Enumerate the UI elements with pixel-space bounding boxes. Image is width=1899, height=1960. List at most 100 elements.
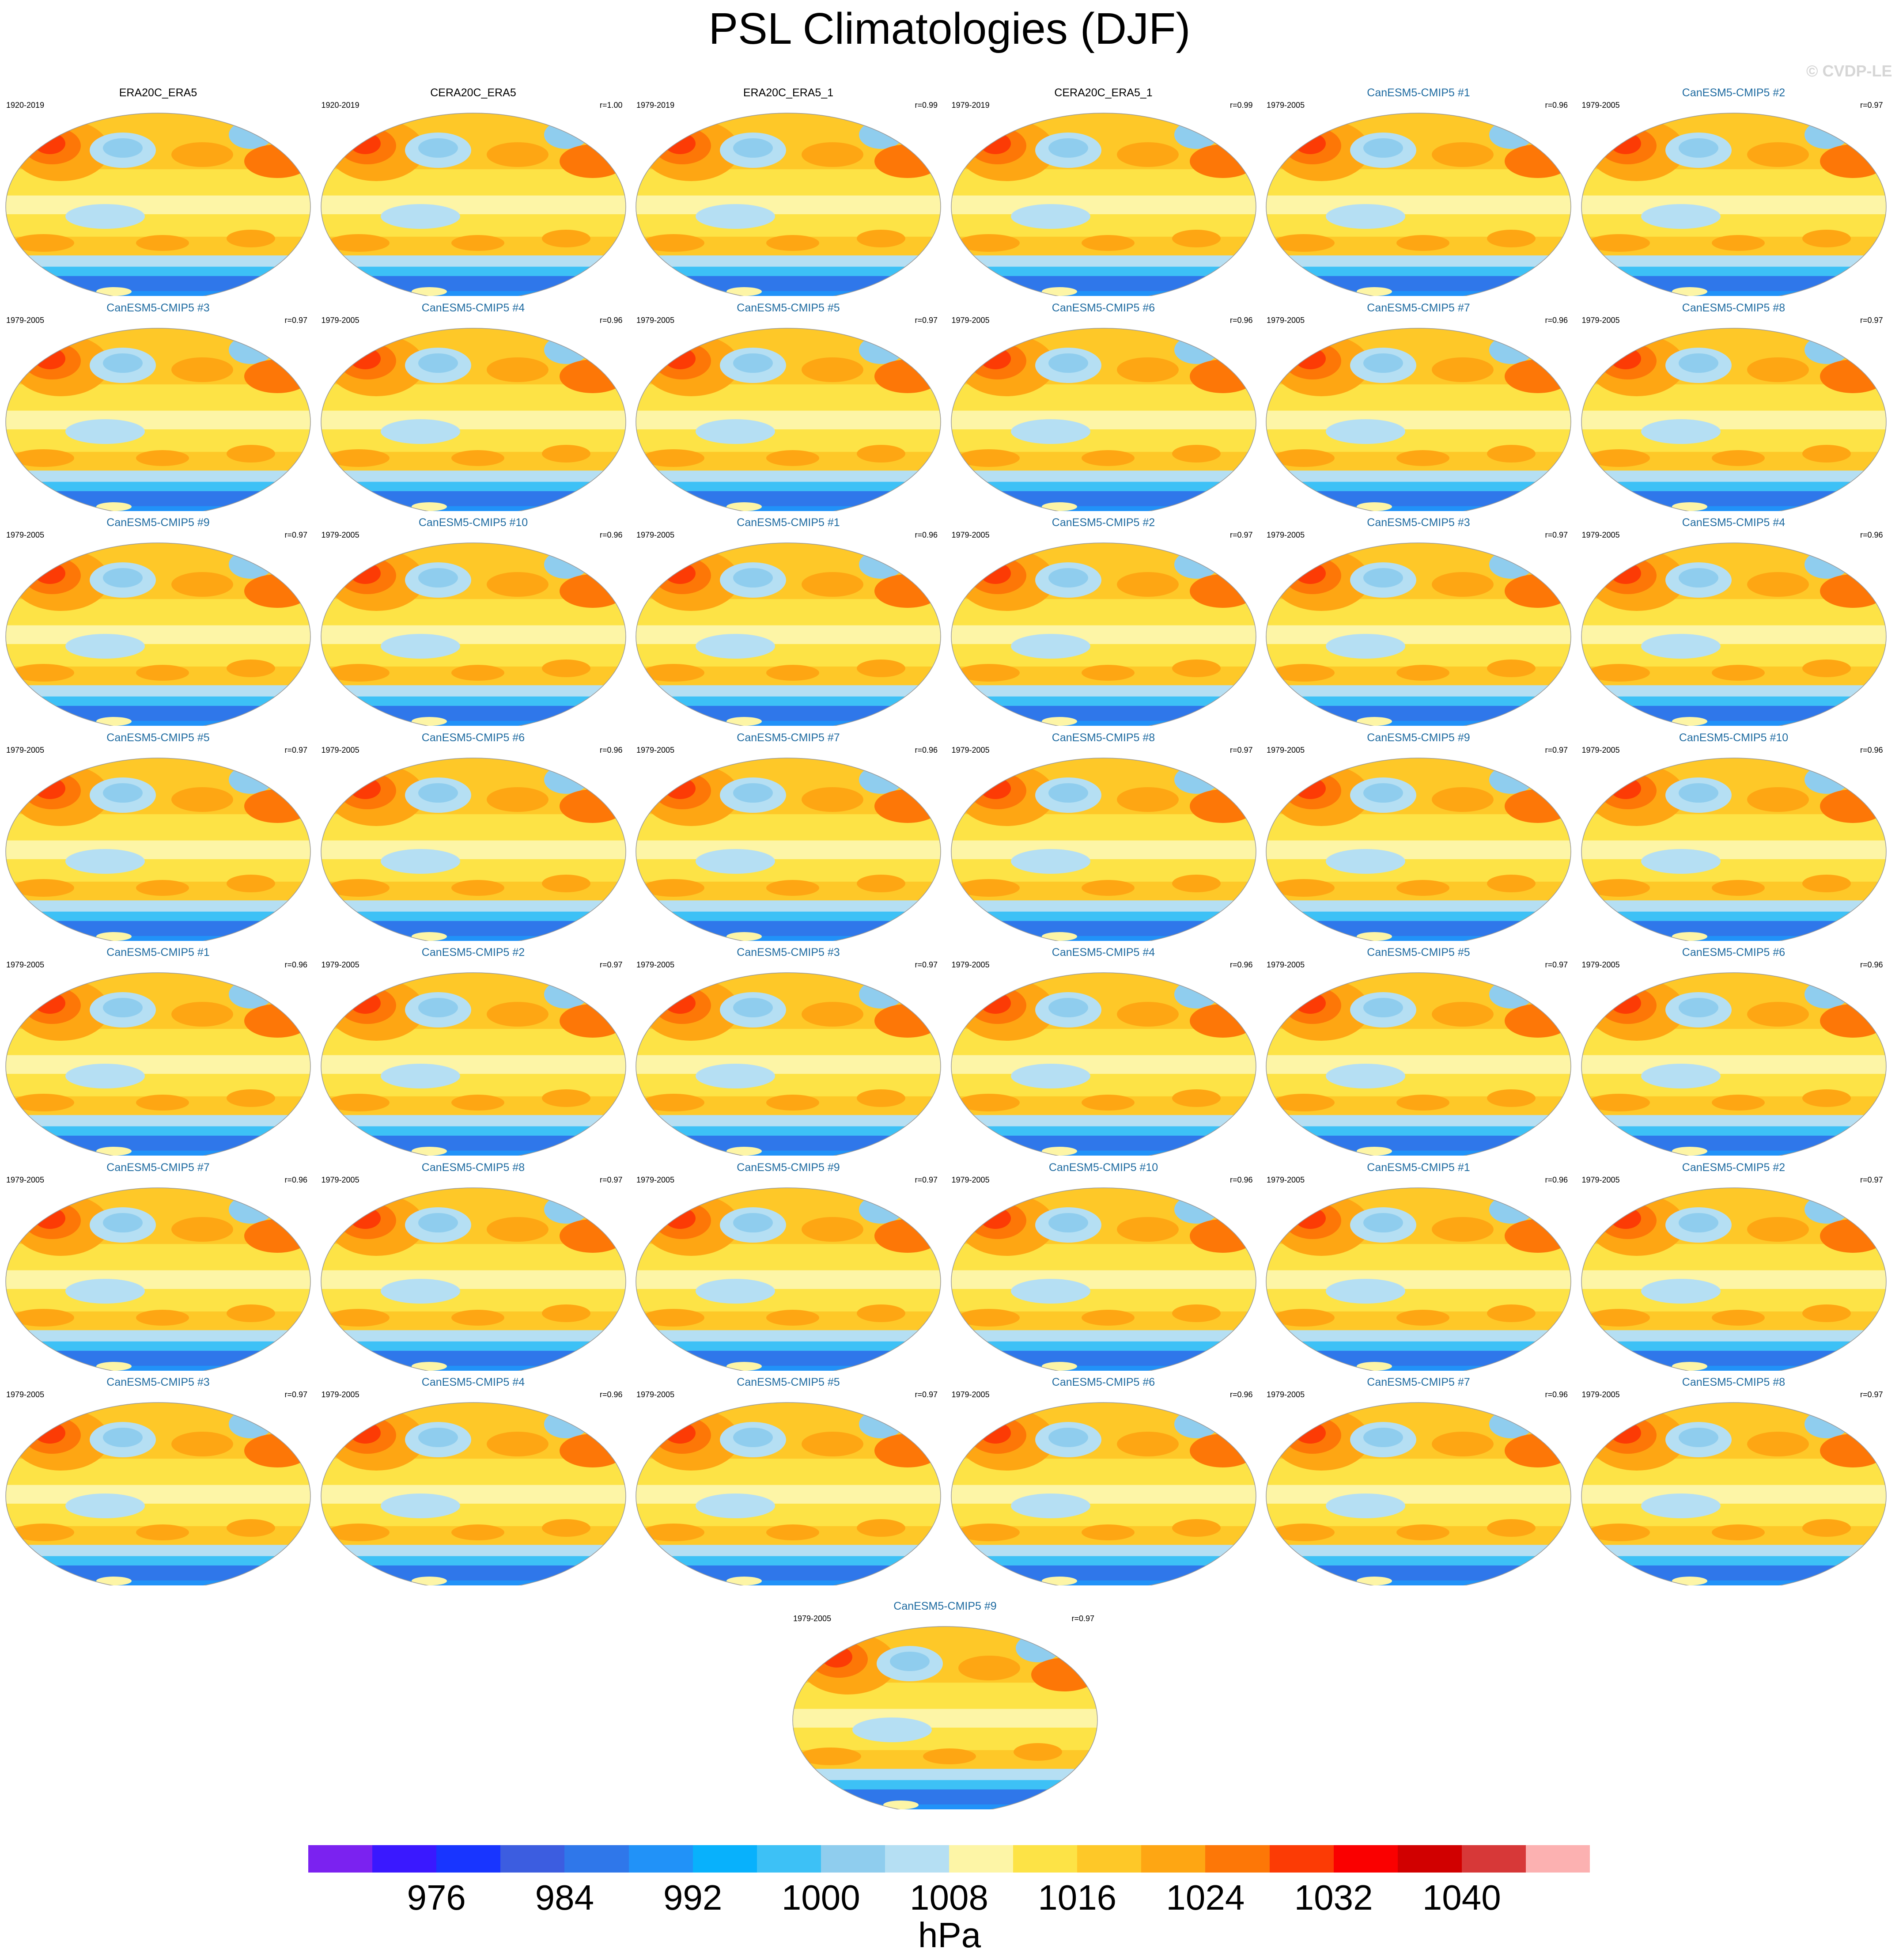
psl-map bbox=[1266, 757, 1571, 941]
psl-map bbox=[1581, 1187, 1887, 1371]
map-panel: CanESM5-CMIP5 #7 1979-2005 r=0.96 bbox=[1264, 299, 1573, 511]
panel-years: 1979-2005 bbox=[321, 1390, 359, 1399]
panel-title: CanESM5-CMIP5 #1 bbox=[1367, 87, 1470, 99]
panel-title: CanESM5-CMIP5 #8 bbox=[1682, 301, 1786, 314]
map-panel: CanESM5-CMIP5 #3 1979-2005 r=0.97 bbox=[4, 1373, 313, 1585]
panel-title: CanESM5-CMIP5 #9 bbox=[1367, 731, 1470, 744]
map-panel: CanESM5-CMIP5 #7 1979-2005 r=0.96 bbox=[634, 729, 943, 941]
map-panel: CanESM5-CMIP5 #8 1979-2005 r=0.97 bbox=[1579, 1373, 1888, 1585]
panel-title: CanESM5-CMIP5 #5 bbox=[737, 1376, 840, 1388]
psl-map bbox=[950, 327, 1256, 511]
psl-map bbox=[636, 972, 941, 1156]
map-panel: CanESM5-CMIP5 #5 1979-2005 r=0.97 bbox=[4, 729, 313, 941]
panel-correlation: r=0.97 bbox=[1860, 315, 1883, 325]
panel-years: 1979-2005 bbox=[951, 745, 990, 754]
panel-title: CanESM5-CMIP5 #10 bbox=[418, 516, 528, 529]
panel-title: CanESM5-CMIP5 #7 bbox=[1367, 1376, 1470, 1388]
panel-years: 1979-2019 bbox=[951, 101, 990, 110]
panel-correlation: r=0.97 bbox=[284, 745, 307, 754]
psl-map bbox=[950, 972, 1256, 1156]
psl-map bbox=[320, 972, 626, 1156]
panel-title: CanESM5-CMIP5 #5 bbox=[1367, 946, 1470, 959]
panel-correlation: r=0.96 bbox=[1545, 1390, 1568, 1399]
psl-map bbox=[636, 113, 941, 296]
map-panel: CanESM5-CMIP5 #1 1979-2005 r=0.96 bbox=[1264, 1159, 1573, 1371]
panel-correlation: r=0.96 bbox=[1545, 1175, 1568, 1184]
panel-years: 1979-2005 bbox=[1267, 101, 1305, 110]
colorbar-box bbox=[1077, 1845, 1142, 1873]
panel-years: 1979-2005 bbox=[1581, 1390, 1620, 1399]
panel-title: CanESM5-CMIP5 #6 bbox=[1052, 301, 1155, 314]
map-panel: CanESM5-CMIP5 #3 1979-2005 r=0.97 bbox=[1264, 514, 1573, 726]
psl-map bbox=[636, 757, 941, 941]
panel-correlation: r=0.96 bbox=[599, 315, 623, 325]
psl-map bbox=[320, 757, 626, 941]
panel-years: 1979-2005 bbox=[6, 960, 45, 969]
panel-correlation: r=0.97 bbox=[1229, 745, 1253, 754]
panel-years: 1979-2005 bbox=[1267, 745, 1305, 754]
map-panel: CanESM5-CMIP5 #8 1979-2005 r=0.97 bbox=[1579, 299, 1888, 511]
psl-map bbox=[1581, 113, 1887, 296]
map-panel: CanESM5-CMIP5 #9 1979-2005 r=0.97 bbox=[4, 514, 313, 726]
colorbar-box bbox=[1205, 1845, 1270, 1873]
panel-correlation: r=0.97 bbox=[599, 1175, 623, 1184]
map-panel: CERA20C_ERA5_1 1979-2019 r=0.99 bbox=[949, 84, 1258, 296]
map-panel: CanESM5-CMIP5 #9 1979-2005 r=0.97 bbox=[1264, 729, 1573, 941]
panel-correlation: r=1.00 bbox=[599, 101, 623, 110]
map-panel: CanESM5-CMIP5 #8 1979-2005 r=0.97 bbox=[949, 729, 1258, 941]
panel-correlation: r=0.96 bbox=[1229, 1390, 1253, 1399]
psl-map bbox=[5, 1402, 311, 1585]
panel-correlation: r=0.96 bbox=[1860, 531, 1883, 539]
panel-years: 1979-2005 bbox=[951, 531, 990, 539]
panel-correlation: r=0.97 bbox=[915, 315, 938, 325]
map-panel: CanESM5-CMIP5 #2 1979-2005 r=0.97 bbox=[949, 514, 1258, 726]
panel-years: 1979-2005 bbox=[636, 531, 675, 539]
panel-title: CanESM5-CMIP5 #8 bbox=[1682, 1376, 1786, 1388]
map-panel: CanESM5-CMIP5 #9 1979-2005 r=0.97 bbox=[634, 1159, 943, 1371]
psl-map bbox=[320, 327, 626, 511]
panel-title: ERA20C_ERA5 bbox=[119, 87, 197, 99]
panel-correlation: r=0.97 bbox=[915, 960, 938, 969]
psl-map bbox=[950, 1402, 1256, 1585]
panel-years: 1979-2005 bbox=[636, 960, 675, 969]
psl-map bbox=[1581, 972, 1887, 1156]
map-panel: CanESM5-CMIP5 #4 1979-2005 r=0.96 bbox=[319, 299, 628, 511]
panel-title: CERA20C_ERA5 bbox=[430, 87, 516, 99]
panel-years: 1979-2005 bbox=[321, 315, 359, 325]
panel-title: CanESM5-CMIP5 #3 bbox=[1367, 516, 1470, 529]
panel-years: 1979-2005 bbox=[951, 1175, 990, 1184]
panel-title: CanESM5-CMIP5 #3 bbox=[106, 301, 210, 314]
map-panel: CanESM5-CMIP5 #5 1979-2005 r=0.97 bbox=[634, 1373, 943, 1585]
panel-years: 1979-2005 bbox=[6, 315, 45, 325]
panel-title: CanESM5-CMIP5 #3 bbox=[106, 1376, 210, 1388]
panel-correlation: r=0.96 bbox=[1860, 960, 1883, 969]
panel-years: 1979-2005 bbox=[1267, 1390, 1305, 1399]
panel-title: CERA20C_ERA5_1 bbox=[1054, 87, 1153, 99]
map-panel: CanESM5-CMIP5 #4 1979-2005 r=0.96 bbox=[1579, 514, 1888, 726]
psl-map bbox=[1266, 1187, 1571, 1371]
panel-years: 1979-2005 bbox=[793, 1614, 832, 1623]
panel-title: CanESM5-CMIP5 #10 bbox=[1048, 1161, 1158, 1174]
panel-correlation: r=0.97 bbox=[284, 315, 307, 325]
map-panel: CanESM5-CMIP5 #1 1979-2005 r=0.96 bbox=[634, 514, 943, 726]
panel-years: 1979-2005 bbox=[636, 1390, 675, 1399]
panel-correlation: r=0.97 bbox=[1860, 1390, 1883, 1399]
panel-correlation: r=0.96 bbox=[1860, 745, 1883, 754]
panel-title: CanESM5-CMIP5 #9 bbox=[893, 1600, 997, 1612]
colorbar bbox=[308, 1845, 1590, 1873]
colorbar-tick-label: 1008 bbox=[910, 1878, 988, 1917]
psl-map bbox=[636, 1402, 941, 1585]
psl-map bbox=[636, 542, 941, 726]
panel-years: 1979-2019 bbox=[636, 101, 675, 110]
colorbar-box bbox=[1397, 1845, 1462, 1873]
colorbar-box bbox=[500, 1845, 565, 1873]
psl-map bbox=[5, 972, 311, 1156]
panel-years: 1979-2005 bbox=[636, 1175, 675, 1184]
panel-correlation: r=0.96 bbox=[915, 745, 938, 754]
panel-title: CanESM5-CMIP5 #4 bbox=[1052, 946, 1155, 959]
panel-title: CanESM5-CMIP5 #6 bbox=[1682, 946, 1786, 959]
colorbar-tick-label: 1024 bbox=[1166, 1878, 1245, 1917]
panel-years: 1979-2005 bbox=[1581, 745, 1620, 754]
colorbar-box bbox=[564, 1845, 629, 1873]
panel-correlation: r=0.97 bbox=[1545, 960, 1568, 969]
